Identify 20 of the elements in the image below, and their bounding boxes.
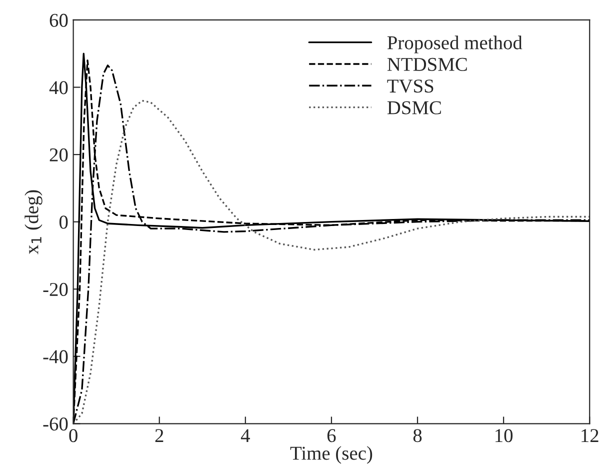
x-tick-label: 4 [240,429,250,442]
y-tick-label: -40 [43,350,68,364]
y-axis-title: x$_{1}$ (deg) [24,190,42,254]
x-tick-label: 12 [582,429,598,442]
legend-label: Proposed method [387,36,522,54]
x-axis-title: Time (sec) [290,446,372,464]
x-tick-label: 2 [155,429,164,442]
y-tick-label: -60 [43,417,68,431]
y-tick-label: 60 [50,14,68,27]
x-tick-label: 0 [69,429,78,442]
legend-label: TVSS [387,80,434,93]
x-tick-label: 8 [413,429,422,442]
x-tick-label: 6 [327,429,336,442]
y-tick-label: -20 [43,282,68,296]
y-tick-label: 20 [50,148,68,162]
legend-label: DSMC [387,101,441,114]
y-tick-label: 0 [59,216,68,229]
y-tick-label: 40 [49,81,68,94]
legend-label: NTDSMC [387,58,467,71]
x-tick-label: 10 [496,429,513,442]
